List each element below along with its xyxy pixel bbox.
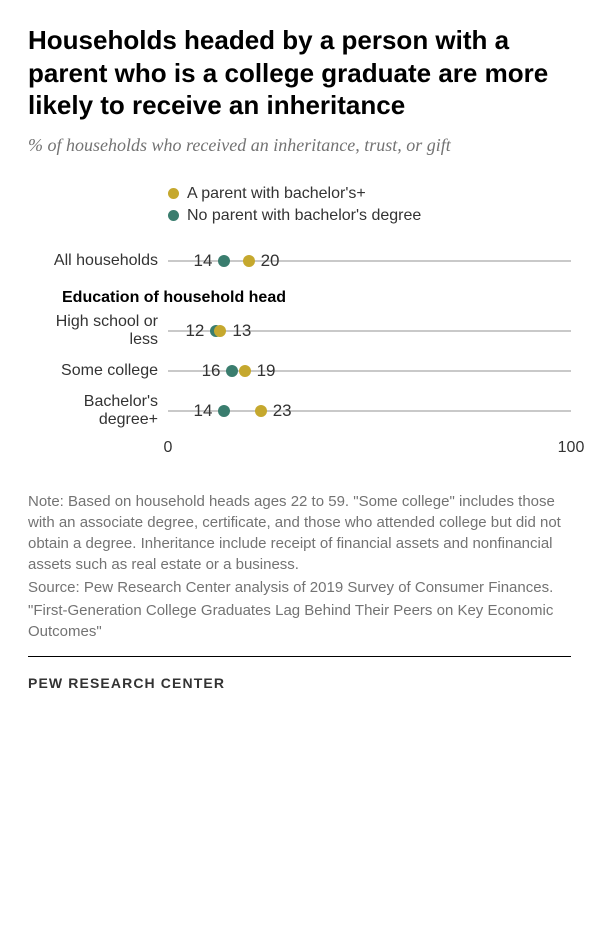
legend-item: No parent with bachelor's degree: [168, 207, 571, 225]
legend-dot-icon: [168, 188, 179, 199]
source-text: Source: Pew Research Center analysis of …: [28, 577, 571, 598]
dot-parent: [255, 405, 267, 417]
legend: A parent with bachelor's+ No parent with…: [168, 185, 571, 225]
value-label: 14: [194, 251, 213, 271]
value-label: 16: [202, 361, 221, 381]
track: 14 20: [168, 241, 571, 281]
row-label: All households: [28, 252, 168, 270]
value-label: 12: [185, 321, 204, 341]
chart-subtitle: % of households who received an inherita…: [28, 134, 571, 157]
dot-parent: [214, 325, 226, 337]
axis-tick: 100: [558, 439, 585, 457]
axis-tick: 0: [164, 439, 173, 457]
chart-row: Some college1619: [28, 351, 571, 391]
chart-row: All households 14 20: [28, 241, 571, 281]
subheading: Education of household head: [62, 289, 286, 307]
divider: [28, 656, 571, 657]
row-label: High school or less: [28, 313, 168, 350]
legend-item: A parent with bachelor's+: [168, 185, 571, 203]
x-axis: 0100: [28, 439, 571, 459]
dot-no-parent: [218, 405, 230, 417]
chart-row: High school or less 12 13: [28, 311, 571, 351]
chart-row: Bachelor's degree+ 14 23: [28, 391, 571, 431]
value-label: 19: [257, 361, 276, 381]
reference-text: "First-Generation College Graduates Lag …: [28, 600, 571, 642]
track: 14 23: [168, 391, 571, 431]
dot-parent: [243, 255, 255, 267]
track: 12 13: [168, 311, 571, 351]
chart-title: Households headed by a person with a par…: [28, 24, 571, 122]
dot-no-parent: [218, 255, 230, 267]
row-label: Some college: [28, 362, 168, 380]
value-label: 14: [194, 401, 213, 421]
legend-label: No parent with bachelor's degree: [187, 207, 421, 225]
dot-parent: [239, 365, 251, 377]
footer-brand: PEW RESEARCH CENTER: [28, 675, 571, 691]
legend-dot-icon: [168, 210, 179, 221]
value-label: 13: [232, 321, 251, 341]
row-label: Bachelor's degree+: [28, 393, 168, 430]
notes-block: Note: Based on household heads ages 22 t…: [28, 491, 571, 642]
track: 1619: [168, 351, 571, 391]
value-label: 20: [261, 251, 280, 271]
dot-no-parent: [226, 365, 238, 377]
note-text: Note: Based on household heads ages 22 t…: [28, 491, 571, 575]
legend-label: A parent with bachelor's+: [187, 185, 366, 203]
chart-rows: All households 14 20 Education of household…: [28, 241, 571, 431]
value-label: 23: [273, 401, 292, 421]
